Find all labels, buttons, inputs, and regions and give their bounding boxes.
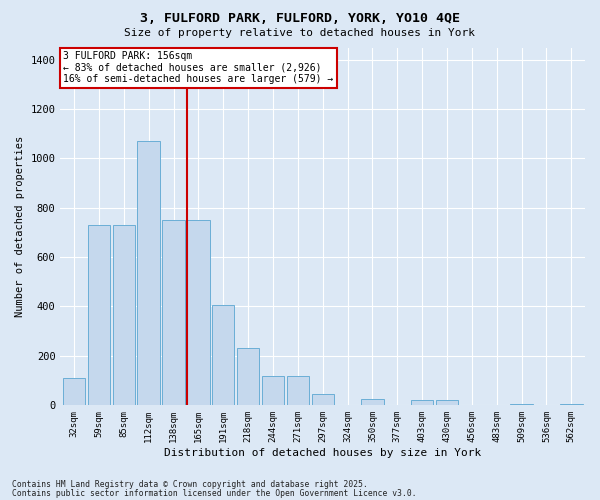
Text: Size of property relative to detached houses in York: Size of property relative to detached ho…	[125, 28, 476, 38]
Text: 3 FULFORD PARK: 156sqm
← 83% of detached houses are smaller (2,926)
16% of semi-: 3 FULFORD PARK: 156sqm ← 83% of detached…	[63, 51, 333, 84]
Bar	[262, 376, 284, 405]
Bar	[361, 398, 383, 405]
Bar	[113, 225, 135, 405]
Text: Contains public sector information licensed under the Open Government Licence v3: Contains public sector information licen…	[12, 489, 416, 498]
Text: 3, FULFORD PARK, FULFORD, YORK, YO10 4QE: 3, FULFORD PARK, FULFORD, YORK, YO10 4QE	[140, 12, 460, 26]
Text: Contains HM Land Registry data © Crown copyright and database right 2025.: Contains HM Land Registry data © Crown c…	[12, 480, 368, 489]
Bar	[411, 400, 433, 405]
Bar	[212, 305, 235, 405]
Bar	[163, 220, 185, 405]
Bar	[287, 376, 309, 405]
Y-axis label: Number of detached properties: Number of detached properties	[15, 136, 25, 317]
Bar	[187, 220, 209, 405]
Bar	[63, 378, 85, 405]
Bar	[436, 400, 458, 405]
Bar	[511, 404, 533, 405]
Bar	[560, 404, 583, 405]
Bar	[237, 348, 259, 405]
Bar	[137, 141, 160, 405]
X-axis label: Distribution of detached houses by size in York: Distribution of detached houses by size …	[164, 448, 481, 458]
Bar	[88, 225, 110, 405]
Bar	[311, 394, 334, 405]
